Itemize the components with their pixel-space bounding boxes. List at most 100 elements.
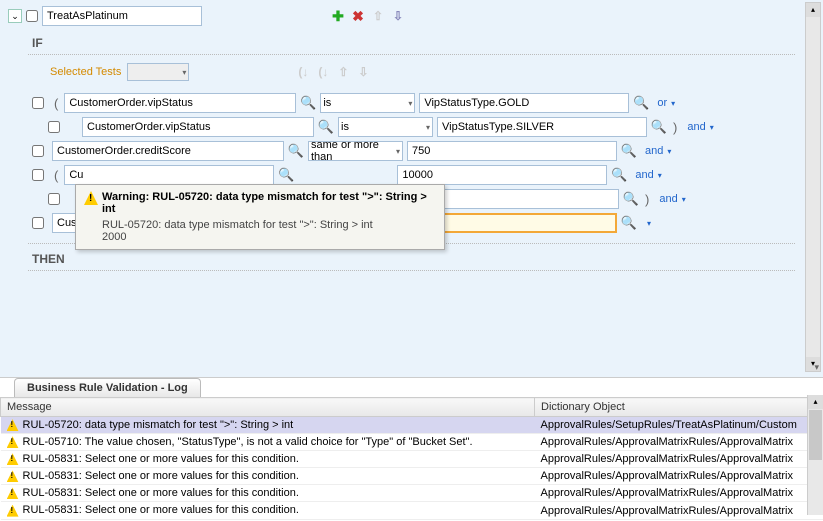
logic-operator[interactable]: and bbox=[659, 193, 685, 205]
log-row[interactable]: RUL-05831: Select one or more values for… bbox=[1, 502, 823, 519]
value-input[interactable]: 10000 bbox=[397, 165, 607, 185]
condition-row: (CustomerOrder.vipStatus🔍isVipStatusType… bbox=[8, 91, 815, 115]
search-icon[interactable]: 🔍 bbox=[300, 95, 316, 111]
open-paren: ( bbox=[54, 96, 58, 111]
log-dict-object: ApprovalRules/ApprovalMatrixRules/Approv… bbox=[535, 502, 823, 519]
if-label: IF bbox=[8, 32, 815, 52]
collapse-toggle[interactable]: ⌄ bbox=[8, 9, 22, 23]
field-input[interactable]: Cu bbox=[64, 165, 274, 185]
log-row[interactable]: RUL-05831: Select one or more values for… bbox=[1, 468, 823, 485]
log-message: RUL-05710: The value chosen, "StatusType… bbox=[23, 436, 473, 448]
log-row[interactable]: RUL-05831: Select one or more values for… bbox=[1, 451, 823, 468]
selected-tests-dropdown[interactable] bbox=[127, 63, 189, 81]
log-scrollbar[interactable]: ▴ bbox=[807, 395, 823, 515]
move-up-icon[interactable]: ⇧ bbox=[370, 8, 386, 24]
log-row[interactable]: RUL-05831: Select one or more values for… bbox=[1, 485, 823, 502]
close-paren: ) bbox=[673, 120, 677, 135]
log-row[interactable]: RUL-05720: data type mismatch for test "… bbox=[1, 417, 823, 434]
selected-tests-label: Selected Tests bbox=[50, 66, 121, 78]
search-icon[interactable]: 🔍 bbox=[611, 167, 627, 183]
condition-row: CustomerOrder.creditScore🔍same or more t… bbox=[8, 139, 815, 163]
logic-operator[interactable]: and bbox=[687, 121, 713, 133]
test-up-icon[interactable]: ⇧ bbox=[335, 64, 351, 80]
condition-checkbox[interactable] bbox=[32, 169, 44, 181]
rule-editor-panel: ⌄ ✚ ✖ ⇧ ⇩ IF Selected Tests (↓ (↓ ⇧ ⇩ ( C… bbox=[0, 0, 823, 378]
log-message: RUL-05831: Select one or more values for… bbox=[23, 453, 299, 465]
log-dict-object: ApprovalRules/ApprovalMatrixRules/Approv… bbox=[535, 451, 823, 468]
col-header-dict-object[interactable]: Dictionary Object bbox=[535, 398, 823, 417]
rule-header: ⌄ ✚ ✖ ⇧ ⇩ bbox=[8, 4, 815, 32]
warning-icon bbox=[7, 487, 19, 499]
value-input[interactable]: 750 bbox=[407, 141, 617, 161]
log-message: RUL-05831: Select one or more values for… bbox=[23, 470, 299, 482]
operator-select[interactable]: is bbox=[320, 93, 415, 113]
log-table: Message Dictionary Object RUL-05720: dat… bbox=[0, 397, 823, 520]
logic-dropdown-icon[interactable]: ▾ bbox=[647, 219, 651, 228]
search-icon[interactable]: 🔍 bbox=[633, 95, 649, 111]
tooltip-body-1: RUL-05720: data type mismatch for test "… bbox=[84, 219, 436, 231]
field-input[interactable]: CustomerOrder.creditScore bbox=[52, 141, 284, 161]
log-message: RUL-05831: Select one or more values for… bbox=[23, 504, 299, 516]
condition-row: CustomerOrder.vipStatus🔍isVipStatusType.… bbox=[8, 115, 815, 139]
test-action-icons: (↓ (↓ ⇧ ⇩ bbox=[295, 64, 371, 80]
warning-icon bbox=[84, 191, 98, 205]
search-icon[interactable]: 🔍 bbox=[621, 215, 637, 231]
warning-icon bbox=[7, 436, 19, 448]
search-icon[interactable]: 🔍 bbox=[623, 191, 639, 207]
separator bbox=[28, 54, 795, 55]
value-input[interactable]: VipStatusType.GOLD bbox=[419, 93, 629, 113]
separator bbox=[28, 270, 795, 271]
test-down-icon[interactable]: ⇩ bbox=[355, 64, 371, 80]
condition-checkbox[interactable] bbox=[32, 97, 44, 109]
tooltip-body-2: 2000 bbox=[84, 231, 436, 243]
vertical-scrollbar[interactable]: ▴ ▾ bbox=[805, 2, 821, 372]
logic-operator[interactable]: or bbox=[657, 97, 675, 109]
tooltip-title-text: Warning: RUL-05720: data type mismatch f… bbox=[102, 191, 436, 215]
scroll-up-icon[interactable]: ▴ bbox=[806, 3, 820, 17]
log-tab[interactable]: Business Rule Validation - Log bbox=[14, 378, 201, 397]
warning-icon bbox=[7, 505, 19, 517]
log-dict-object: ApprovalRules/ApprovalMatrixRules/Approv… bbox=[535, 434, 823, 451]
open-paren: ( bbox=[54, 168, 58, 183]
condition-checkbox[interactable] bbox=[32, 145, 44, 157]
condition-checkbox[interactable] bbox=[48, 193, 60, 205]
operator-select[interactable]: same or more than bbox=[308, 141, 403, 161]
wrap-left-icon[interactable]: (↓ bbox=[295, 64, 311, 80]
validation-log-panel: Business Rule Validation - Log Message D… bbox=[0, 378, 823, 521]
close-paren: ) bbox=[645, 192, 649, 207]
delete-icon[interactable]: ✖ bbox=[350, 8, 366, 24]
logic-operator[interactable]: and bbox=[645, 145, 671, 157]
search-icon[interactable]: 🔍 bbox=[288, 143, 304, 159]
warning-icon bbox=[7, 470, 19, 482]
log-row[interactable]: RUL-05710: The value chosen, "StatusType… bbox=[1, 434, 823, 451]
warning-icon bbox=[7, 419, 19, 431]
field-input[interactable]: CustomerOrder.vipStatus bbox=[82, 117, 314, 137]
condition-checkbox[interactable] bbox=[32, 217, 44, 229]
log-dict-object: ApprovalRules/ApprovalMatrixRules/Approv… bbox=[535, 468, 823, 485]
search-icon[interactable]: 🔍 bbox=[651, 119, 667, 135]
field-input[interactable]: CustomerOrder.vipStatus bbox=[64, 93, 296, 113]
selected-tests-bar: Selected Tests (↓ (↓ ⇧ ⇩ bbox=[8, 57, 815, 91]
value-input[interactable]: VipStatusType.SILVER bbox=[437, 117, 647, 137]
scroll-up-icon[interactable]: ▴ bbox=[808, 395, 823, 409]
log-message: RUL-05720: data type mismatch for test "… bbox=[23, 419, 294, 431]
operator-select[interactable]: is bbox=[338, 117, 433, 137]
add-icon[interactable]: ✚ bbox=[330, 8, 346, 24]
log-message: RUL-05831: Select one or more values for… bbox=[23, 487, 299, 499]
warning-tooltip: Warning: RUL-05720: data type mismatch f… bbox=[75, 184, 445, 250]
search-icon[interactable]: 🔍 bbox=[278, 167, 294, 183]
rule-checkbox[interactable] bbox=[26, 10, 38, 22]
wrap-right-icon[interactable]: (↓ bbox=[315, 64, 331, 80]
move-down-icon[interactable]: ⇩ bbox=[390, 8, 406, 24]
search-icon[interactable]: 🔍 bbox=[621, 143, 637, 159]
warning-icon bbox=[7, 453, 19, 465]
panel-resize-dropdown[interactable]: ▾ bbox=[814, 362, 819, 373]
search-icon[interactable]: 🔍 bbox=[318, 119, 334, 135]
condition-checkbox[interactable] bbox=[48, 121, 60, 133]
col-header-message[interactable]: Message bbox=[1, 398, 535, 417]
logic-operator[interactable]: and bbox=[635, 169, 661, 181]
log-dict-object: ApprovalRules/ApprovalMatrixRules/Approv… bbox=[535, 485, 823, 502]
log-dict-object: ApprovalRules/SetupRules/TreatAsPlatinum… bbox=[535, 417, 823, 434]
scroll-thumb[interactable] bbox=[809, 410, 822, 460]
rule-name-input[interactable] bbox=[42, 6, 202, 26]
